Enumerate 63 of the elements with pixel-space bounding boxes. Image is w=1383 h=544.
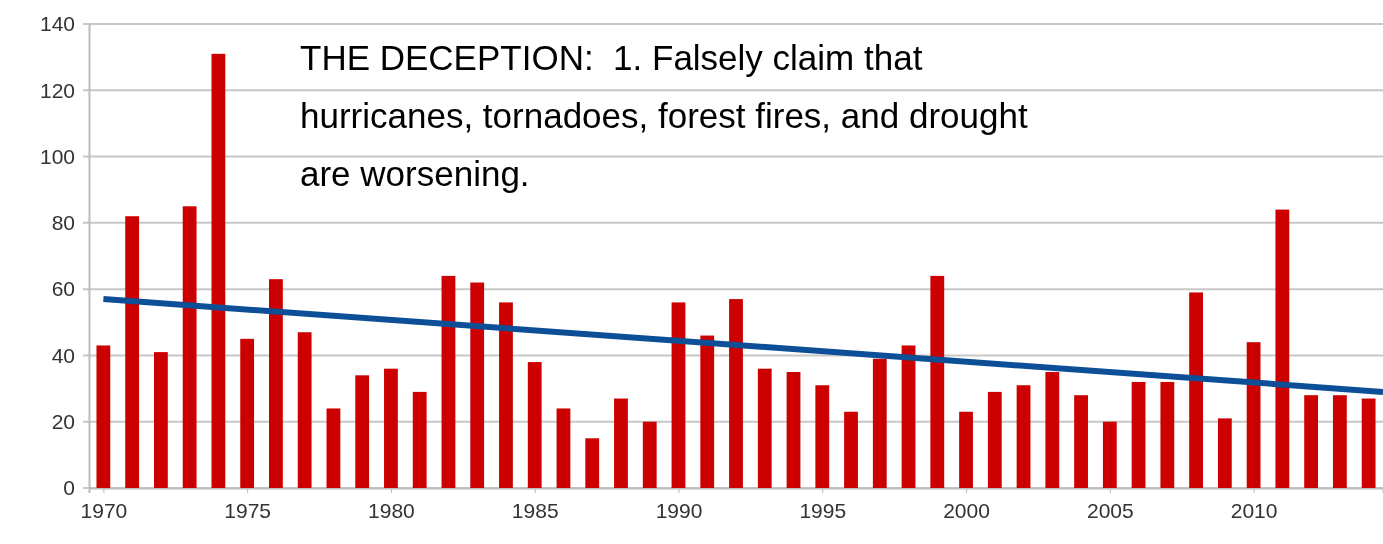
bar [1160,381,1175,488]
bar [1189,292,1203,488]
bar [470,282,485,488]
bar [959,411,973,488]
bar [815,385,830,488]
bar [872,358,887,488]
x-tick-label: 1970 [80,498,128,522]
bar [671,302,686,488]
bar [211,53,226,488]
bar [757,368,772,488]
bar [786,372,801,488]
bar [642,421,657,488]
y-tick-label: 140 [39,12,75,36]
bar [1246,342,1261,488]
bar [1102,421,1117,488]
y-tick-label: 20 [51,409,75,433]
bar [499,302,513,488]
x-tick-label: 1975 [224,498,272,522]
bar [527,362,542,488]
bar [326,408,341,488]
bar [96,345,111,488]
bar [614,398,628,488]
bar [412,391,427,488]
bar [844,411,858,488]
bar [930,275,945,488]
y-tick-label: 0 [63,476,75,500]
bar [987,391,1002,488]
y-tick-label: 100 [39,144,75,168]
annotation: THE DECEPTION: 1. Falsely claim that hurricanes, tornadoes, forest fires, and drought are worsening. [300,38,1028,193]
bar [700,335,715,488]
bar [1016,385,1031,488]
bar [269,279,283,488]
bar [355,375,370,488]
y-tick-label: 60 [51,277,75,301]
bar [125,216,140,488]
x-tick-label: 1995 [799,498,847,522]
bar [585,438,600,488]
bar [556,408,571,488]
bar [1361,398,1376,488]
x-tick-label: 2010 [1230,498,1278,522]
bar [240,338,255,488]
bar [901,345,916,488]
bar [1074,395,1088,488]
bar [384,368,398,488]
bar [1275,209,1290,488]
x-tick-label: 2000 [943,498,990,522]
x-tick-label: 2005 [1086,498,1134,522]
bar [441,275,456,488]
bar [1304,395,1319,488]
bar [153,352,168,488]
bar [1217,418,1232,488]
y-tick-label: 40 [51,343,75,367]
bar [1332,395,1347,488]
bar [729,299,743,488]
y-tick-label: 80 [51,211,75,235]
bar [182,206,197,488]
bar [297,332,312,488]
bar [1131,381,1146,488]
x-tick-label: 1985 [511,498,559,522]
bar [1045,372,1060,488]
x-tick-label: 1990 [655,498,703,522]
x-tick-label: 1980 [368,498,415,522]
y-tick-label: 120 [39,78,75,102]
